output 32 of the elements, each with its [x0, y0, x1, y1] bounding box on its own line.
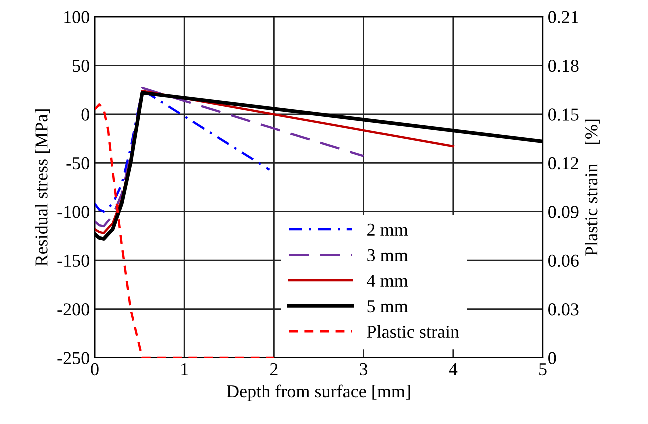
x-tick-label: 4 — [449, 364, 458, 376]
y2-tick-label: 0.09 — [548, 206, 579, 218]
y2-tick-label: 0.18 — [548, 60, 579, 72]
x-axis-title: Depth from surface [mm] — [227, 384, 410, 402]
x-tick-label: 2 — [270, 363, 278, 376]
y-tick-label: -50 — [66, 157, 90, 170]
x-tick-label: 5 — [540, 364, 547, 376]
legend-label: 5 mm — [368, 300, 408, 313]
y-tick-label: -250 — [58, 352, 90, 364]
y-tick-label: 0 — [82, 108, 90, 121]
y-tick-label: 50 — [73, 60, 90, 72]
y-tick-label: -100 — [58, 206, 90, 218]
y-tick-label: -200 — [58, 304, 90, 316]
y2-tick-label: 0.12 — [548, 157, 578, 170]
x-tick-label: 1 — [182, 363, 188, 376]
y-tick-label: 100 — [64, 11, 90, 24]
y2-axis-title: Plastic strain [%] — [585, 120, 600, 256]
legend-label: 2 mm — [368, 224, 408, 236]
y-tick-label: -150 — [58, 254, 90, 268]
legend-label: 4 mm — [367, 274, 408, 287]
y2-tick-label: 0.03 — [548, 304, 579, 316]
x-tick-label: 3 — [360, 363, 368, 376]
y2-tick-label: 0.21 — [548, 11, 578, 24]
x-tick-label: 0 — [91, 363, 99, 376]
line-series — [95, 87, 365, 228]
legend-label: 3 mm — [368, 249, 408, 262]
y-axis-title: Residual stress [MPa] — [35, 110, 50, 266]
y2-tick-label: 0.15 — [548, 108, 579, 121]
line-series — [95, 104, 276, 358]
y2-tick-label: 0.06 — [548, 254, 579, 268]
legend-label: Plastic strain — [367, 325, 460, 338]
y2-tick-label: 0 — [548, 352, 556, 364]
